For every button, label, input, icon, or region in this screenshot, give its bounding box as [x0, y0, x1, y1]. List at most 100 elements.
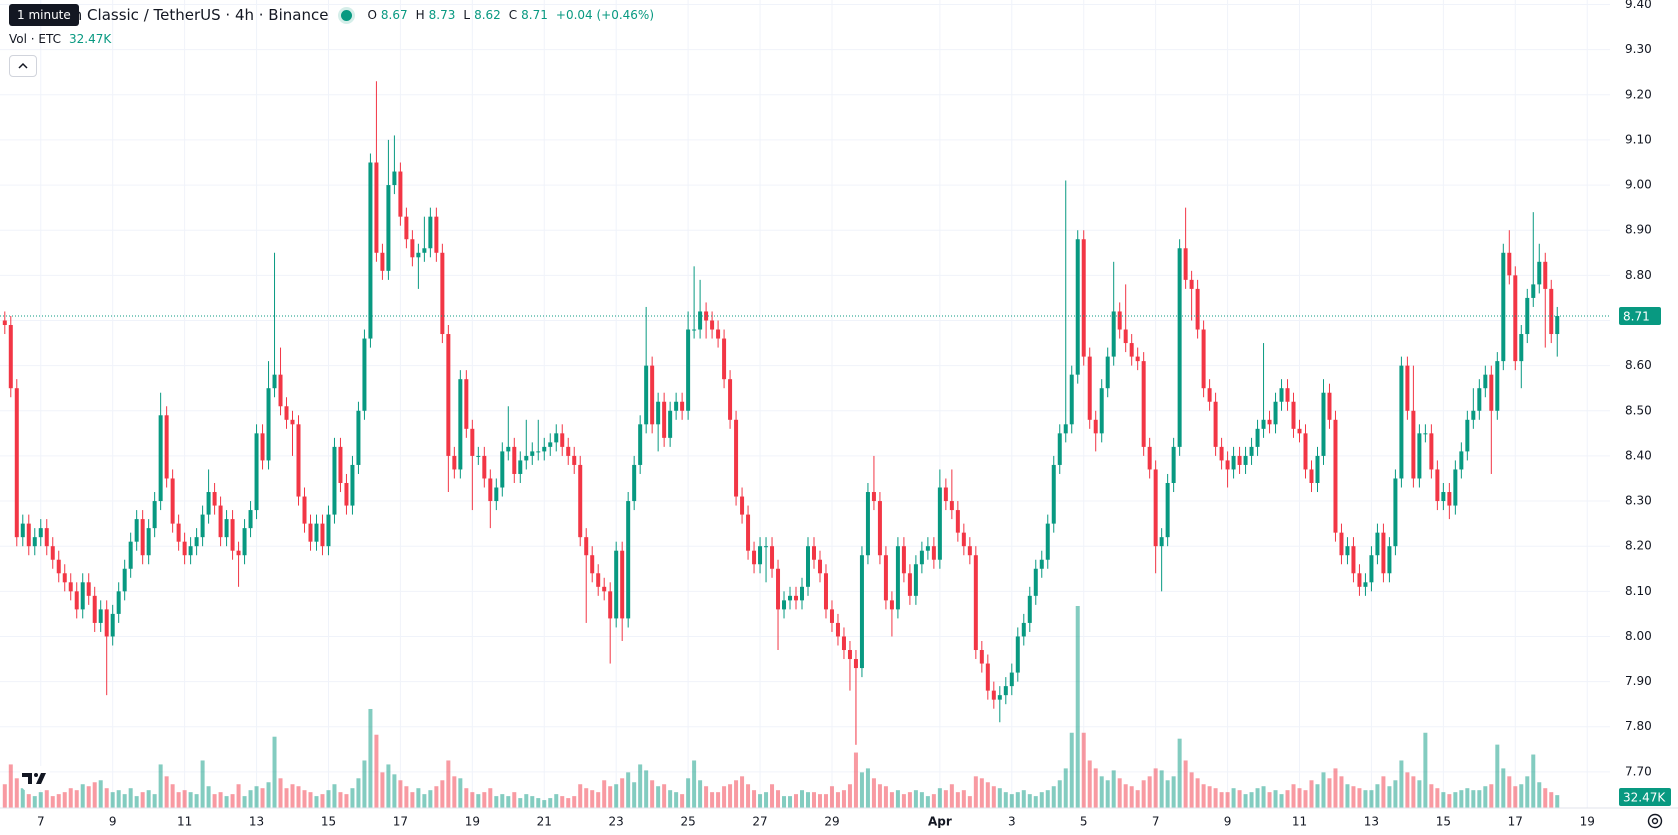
volume-bar: [554, 794, 559, 808]
x-tick-label: 11: [1292, 815, 1307, 829]
candle-body: [116, 591, 121, 614]
candle-body: [224, 519, 229, 538]
volume-bar: [440, 780, 445, 808]
volume-title[interactable]: Vol · ETC: [9, 32, 61, 46]
candle-body: [674, 401, 679, 411]
x-tick-label: 11: [177, 815, 192, 829]
candle-body: [1267, 419, 1272, 425]
candle-body: [464, 379, 469, 429]
candle-body: [1207, 388, 1212, 402]
candle-body: [1513, 275, 1518, 362]
candle-body: [1255, 428, 1260, 447]
candle-body: [608, 591, 613, 619]
low-value: 8.62: [474, 8, 501, 22]
candle-body: [967, 546, 972, 556]
collapse-button[interactable]: [9, 55, 37, 77]
candle-body: [1273, 401, 1278, 425]
candle-body: [62, 573, 67, 583]
volume-bar: [1459, 790, 1464, 808]
volume-bar: [362, 760, 367, 808]
volume-bar: [518, 798, 523, 808]
volume-bar: [602, 780, 607, 808]
candle-body: [644, 365, 649, 425]
candle-body: [638, 424, 643, 465]
candle-body: [1147, 446, 1152, 470]
x-tick-label: 25: [680, 815, 695, 829]
volume-bar: [332, 784, 337, 808]
candle-body: [1129, 343, 1134, 357]
candle-body: [494, 487, 499, 502]
volume-bar: [1387, 786, 1392, 808]
volume-bar: [644, 770, 649, 808]
volume-bar: [961, 790, 966, 808]
volume-bar: [1309, 780, 1314, 808]
volume-bar: [500, 794, 505, 808]
volume-bar: [476, 794, 481, 808]
candle-body: [614, 550, 619, 619]
volume-bar: [788, 796, 793, 808]
volume-bar: [266, 782, 271, 808]
volume-bar: [1285, 790, 1290, 808]
market-status[interactable]: [338, 6, 356, 24]
candle-body: [1243, 455, 1248, 465]
candle-body: [1531, 284, 1536, 298]
candle-body: [236, 550, 241, 556]
logo[interactable]: [18, 766, 52, 790]
candle-body: [1027, 595, 1032, 623]
volume-bar: [1315, 784, 1320, 808]
settings-icon[interactable]: [1645, 811, 1665, 831]
candle-body: [817, 559, 822, 574]
y-tick-label: 9.10: [1625, 132, 1652, 146]
candle-body: [332, 446, 337, 515]
candle-body: [889, 600, 894, 610]
candle-body: [1339, 532, 1344, 556]
volume-bar: [943, 790, 948, 808]
candle-body: [320, 523, 325, 547]
volume-bar: [374, 734, 379, 808]
volume-bar: [758, 794, 763, 808]
volume-bar: [488, 788, 493, 808]
volume-bar: [296, 786, 301, 808]
volume-bar: [218, 792, 223, 808]
volume-bar: [458, 778, 463, 808]
candle-body: [212, 492, 217, 506]
candle-body: [1135, 356, 1140, 362]
candle-body: [566, 446, 571, 456]
candle-body: [1315, 455, 1320, 483]
candle-body: [1291, 401, 1296, 429]
candle-body: [146, 528, 151, 556]
volume-bar: [692, 760, 697, 808]
candle-body: [506, 446, 511, 452]
volume-bar: [1183, 760, 1188, 808]
volume-bar: [1447, 794, 1452, 808]
volume-bar: [536, 798, 541, 808]
candle-body: [1285, 388, 1290, 402]
volume-bar: [1051, 786, 1056, 808]
candle-body: [398, 171, 403, 217]
volume-bar: [206, 786, 211, 808]
symbol-title[interactable]: Ethereum Classic / TetherUS · 4h · Binan…: [9, 6, 329, 24]
candle-body: [578, 464, 583, 538]
candle-body: [847, 650, 852, 660]
volume-bar: [50, 796, 55, 808]
open-key: O: [367, 8, 377, 22]
volume-bar: [1129, 786, 1134, 808]
candle-body: [835, 622, 840, 637]
volume-bar: [1549, 792, 1554, 808]
candle-body: [386, 185, 391, 271]
volume-bar: [1027, 794, 1032, 808]
candle-body: [1477, 388, 1482, 411]
candle-body: [680, 401, 685, 411]
volume-bar: [913, 790, 918, 808]
candle-body: [524, 455, 529, 461]
volume-bar: [794, 794, 799, 808]
volume-bar: [416, 788, 421, 808]
candle-body: [422, 248, 427, 253]
volume-bar: [889, 792, 894, 808]
volume-bar: [398, 780, 403, 808]
candle-body: [272, 374, 277, 389]
volume-bar: [1399, 760, 1404, 808]
volume-bar: [1423, 732, 1428, 808]
candle-body: [230, 519, 235, 551]
